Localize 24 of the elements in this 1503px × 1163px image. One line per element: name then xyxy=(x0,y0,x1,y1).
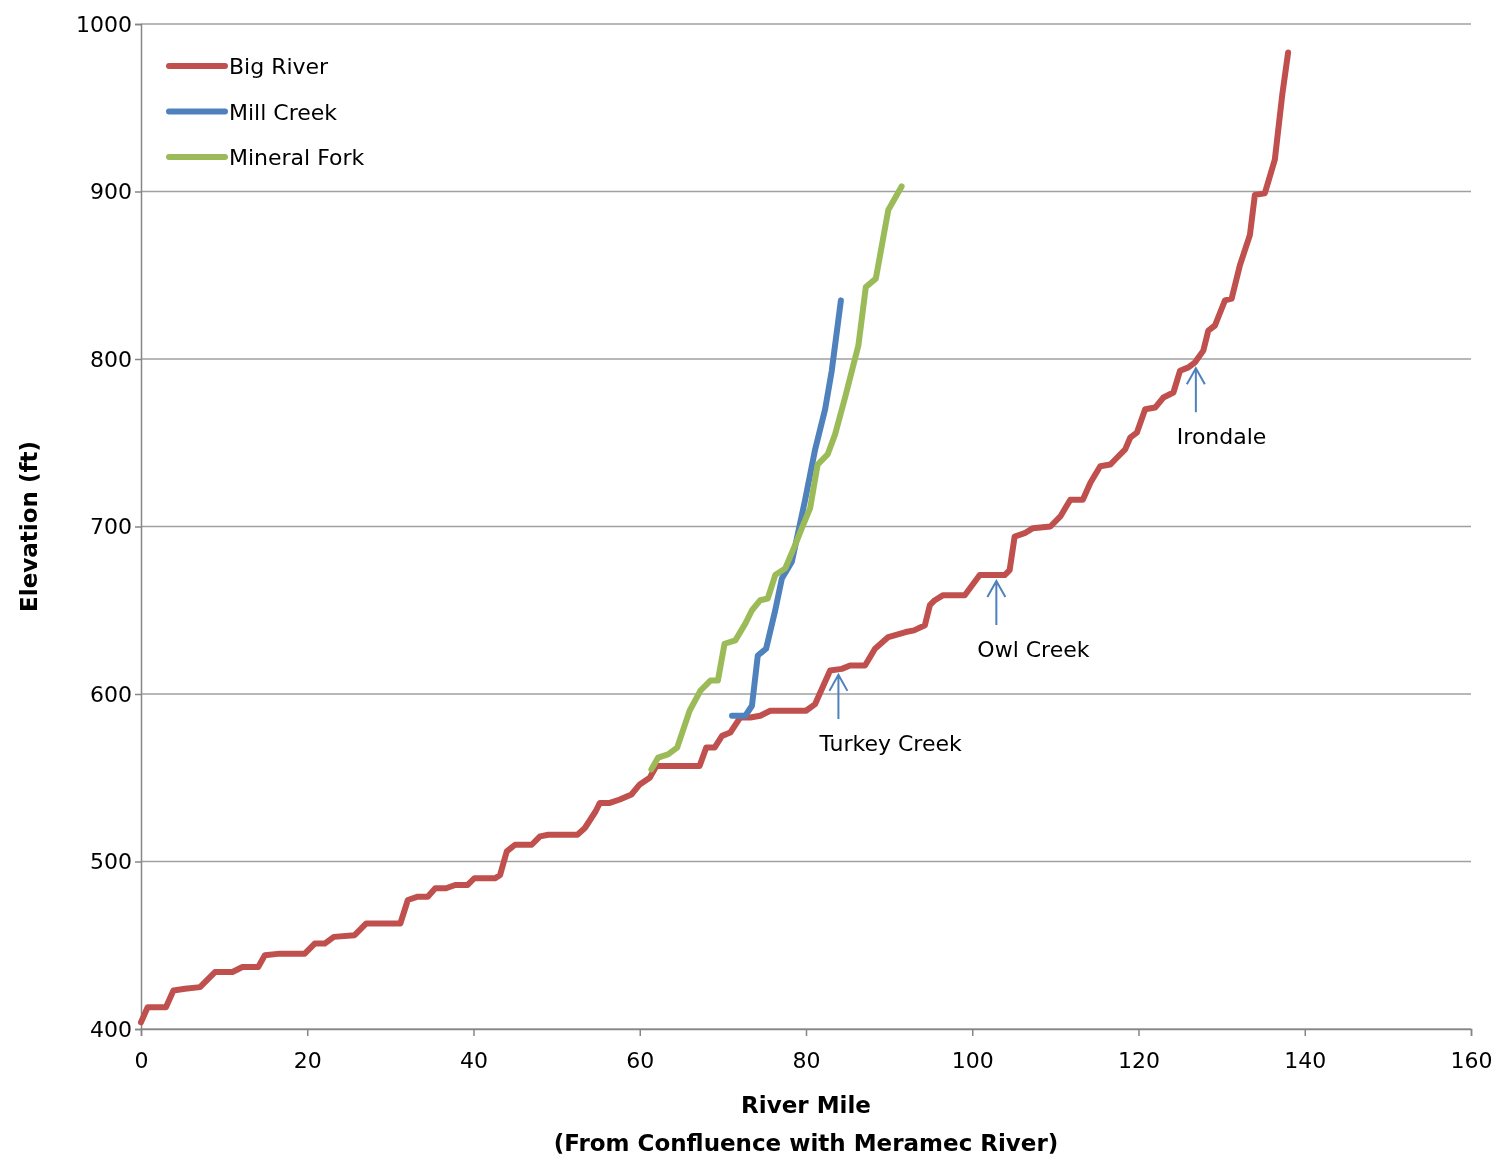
annotation: Owl Creek xyxy=(977,637,1090,663)
x-tick-label: 80 xyxy=(792,1047,821,1073)
x-tick-label: 60 xyxy=(626,1047,655,1073)
y-tick-label: 700 xyxy=(90,514,132,540)
legend-label: Mineral Fork xyxy=(229,145,365,170)
legend-label: Mill Creek xyxy=(229,99,338,125)
x-axis-title: River Mile (From Confluence with Meramec River) xyxy=(553,1092,1059,1156)
x-tick-label: 160 xyxy=(1450,1047,1493,1073)
legend-label: Big River xyxy=(229,54,330,79)
x-tick-label: 0 xyxy=(134,1047,149,1073)
x-tick-label: 140 xyxy=(1284,1047,1327,1073)
annotation: Irondale xyxy=(1176,424,1267,450)
x-tick-label: 100 xyxy=(951,1047,994,1073)
annotation: Turkey Creek xyxy=(818,730,962,756)
y-tick-label: 900 xyxy=(90,179,132,205)
y-tick-label: 800 xyxy=(90,346,132,372)
y-tick-label: 1000 xyxy=(76,11,132,37)
x-tick-label: 120 xyxy=(1118,1047,1160,1073)
y-axis-title: Elevation (ft) xyxy=(16,441,42,612)
x-tick-label: 40 xyxy=(460,1047,488,1073)
y-tick-label: 600 xyxy=(90,681,132,707)
x-tick-label: 20 xyxy=(293,1047,322,1073)
y-tick-label: 500 xyxy=(90,849,132,875)
y-tick-label: 400 xyxy=(90,1016,132,1042)
